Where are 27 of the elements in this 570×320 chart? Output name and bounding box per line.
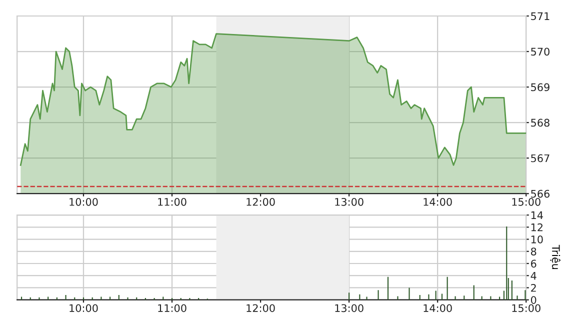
y-tick-label: 571 [531,12,550,20]
y-tick-label: 2 [531,284,536,292]
y-tick-label: 569 [531,83,550,92]
x-tick-label: 15:00 [512,304,540,312]
x-tick-label: 13:00 [335,198,364,206]
x-tick-label: 12:00 [246,304,275,312]
y-tick-label: 570 [531,48,550,56]
y-axis-title: Triệu [550,244,560,269]
x-tick-label: 12:00 [246,198,275,206]
y-tick-label: 4 [530,272,536,280]
x-tick-label: 14:00 [424,198,452,206]
y-tick-label: 12 [531,223,542,232]
y-tick-label: 14 [531,211,543,219]
x-tick-label: 10:00 [70,198,98,206]
y-tick-label: 566 [531,190,550,198]
x-tick-label: 11:00 [158,304,186,312]
x-tick-label: 10:00 [70,304,98,312]
x-tick-label: 13:00 [335,304,364,312]
y-tick-label: 8 [530,248,536,256]
x-tick-label: 15:00 [512,198,540,206]
y-tick-label: 0 [530,296,536,304]
x-tick-label: 11:00 [158,198,186,206]
y-tick-label: 6 [531,260,536,268]
x-tick-label: 14:00 [424,304,452,312]
y-tick-label: 10 [531,235,543,244]
y-tick-label: 568 [531,118,550,127]
y-tick-label: 567 [531,154,550,162]
